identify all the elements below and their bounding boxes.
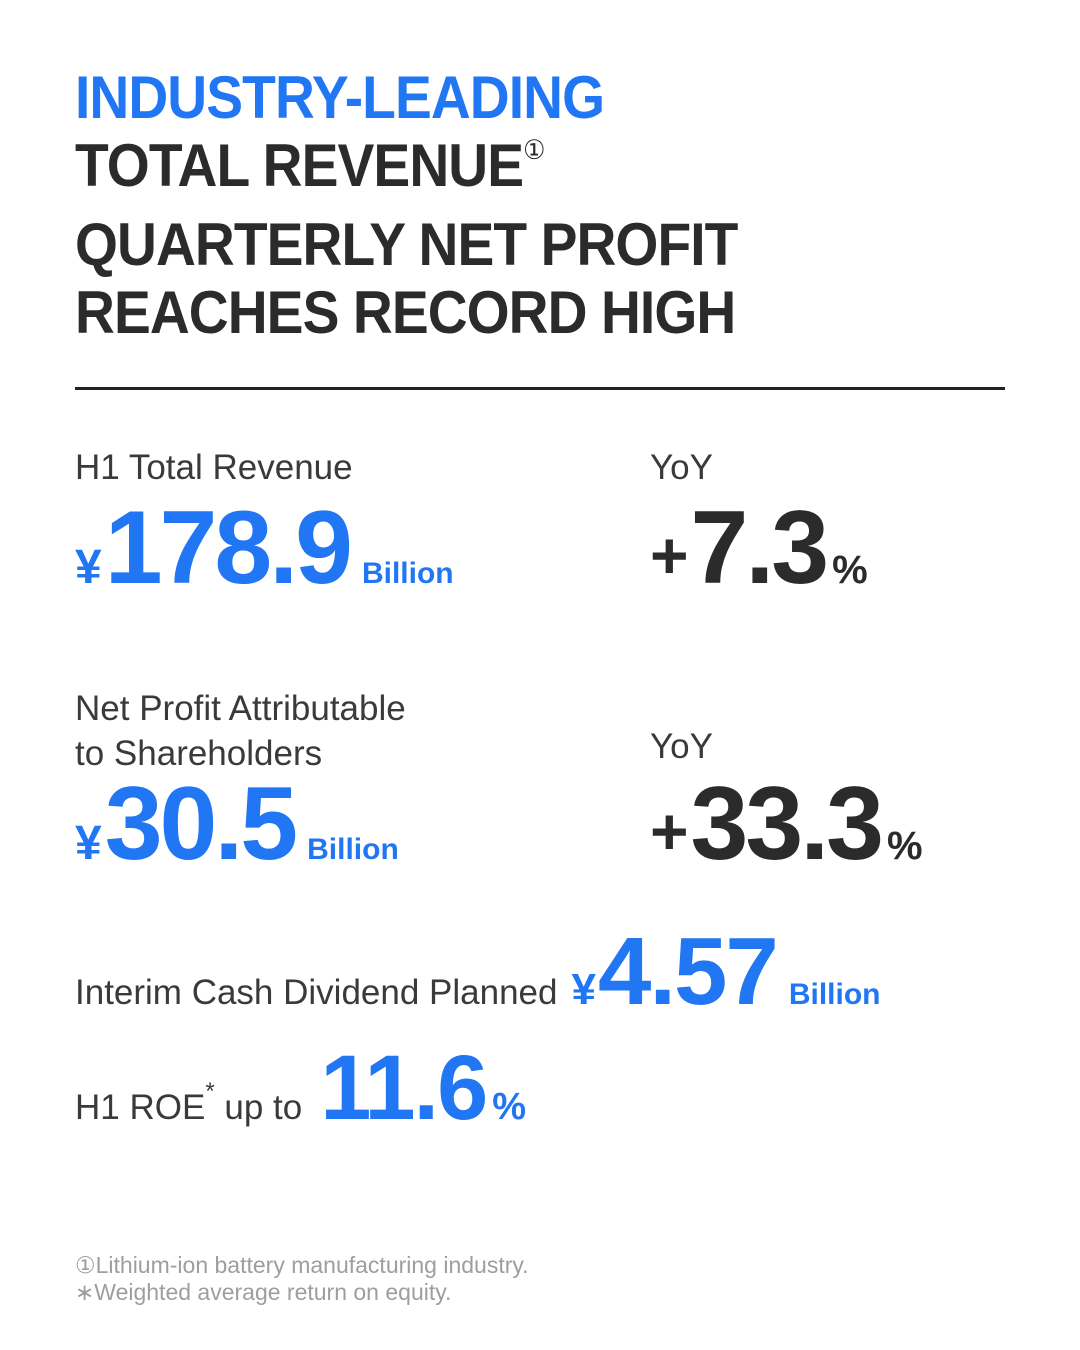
percent-sign: % [886,824,923,868]
headline-line-2-text: TOTAL REVENUE [75,132,524,199]
divider-rule [75,387,1005,390]
net-profit-unit: Billion [307,833,399,866]
headline-line-4: REACHES RECORD HIGH [75,279,736,346]
net-profit-label: Net Profit Attributable to Shareholders [75,686,406,776]
roe-row: H1 ROE* up to 11.6% [75,1042,526,1161]
headline-line-2: TOTAL REVENUE① [75,132,737,211]
net-profit-label-line-2: to Shareholders [75,734,323,773]
revenue-value: ¥178.9 Billion [75,496,454,626]
net-profit-yoy-value: +33.3% [650,772,923,898]
currency-symbol: ¥ [75,541,102,594]
roe-label-suffix-text: up to [224,1088,303,1127]
footnote-line-1: ①Lithium-ion battery manufacturing indus… [75,1252,529,1278]
revenue-label: H1 Total Revenue [75,448,353,487]
currency-symbol: ¥ [75,817,102,870]
dividend-unit: Billion [788,978,881,1011]
roe-amount: 11.6 [320,1037,488,1139]
dividend-row: Interim Cash Dividend Planned ¥4.57 Billio… [75,924,880,1048]
headline-line-3: QUARTERLY NET PROFIT [75,211,738,278]
net-profit-value: ¥30.5 Billion [75,772,399,902]
dividend-amount: 4.57 [597,918,779,1025]
revenue-yoy-label: YoY [650,448,713,487]
footnote-marker-asterisk: * [205,1078,215,1105]
headline: INDUSTRY-LEADING TOTAL REVENUE① QUARTERL… [75,64,738,347]
roe-label-suffix: up to [215,1088,303,1127]
revenue-amount: 178.9 [104,490,353,606]
dividend-label: Interim Cash Dividend Planned [75,973,558,1012]
plus-sign: + [650,518,689,592]
net-profit-yoy-amount: 33.3 [690,766,884,882]
net-profit-label-line-1: Net Profit Attributable [75,689,406,728]
roe-label-prefix: H1 ROE [75,1088,206,1127]
revenue-yoy-value: +7.3% [650,496,868,622]
footnote-marker-circled-1: ① [523,135,546,165]
revenue-unit: Billion [361,557,454,590]
net-profit-amount: 30.5 [104,766,298,882]
plus-sign: + [650,794,689,868]
percent-sign: % [492,1086,527,1128]
currency-symbol: ¥ [571,965,596,1014]
headline-line-1: INDUSTRY-LEADING [75,64,605,131]
percent-sign: % [832,548,868,592]
footnotes: ①Lithium-ion battery manufacturing indus… [75,1252,529,1306]
footnote-line-2: ∗Weighted average return on equity. [75,1279,452,1305]
revenue-yoy-amount: 7.3 [690,490,830,606]
net-profit-yoy-label: YoY [650,727,713,766]
